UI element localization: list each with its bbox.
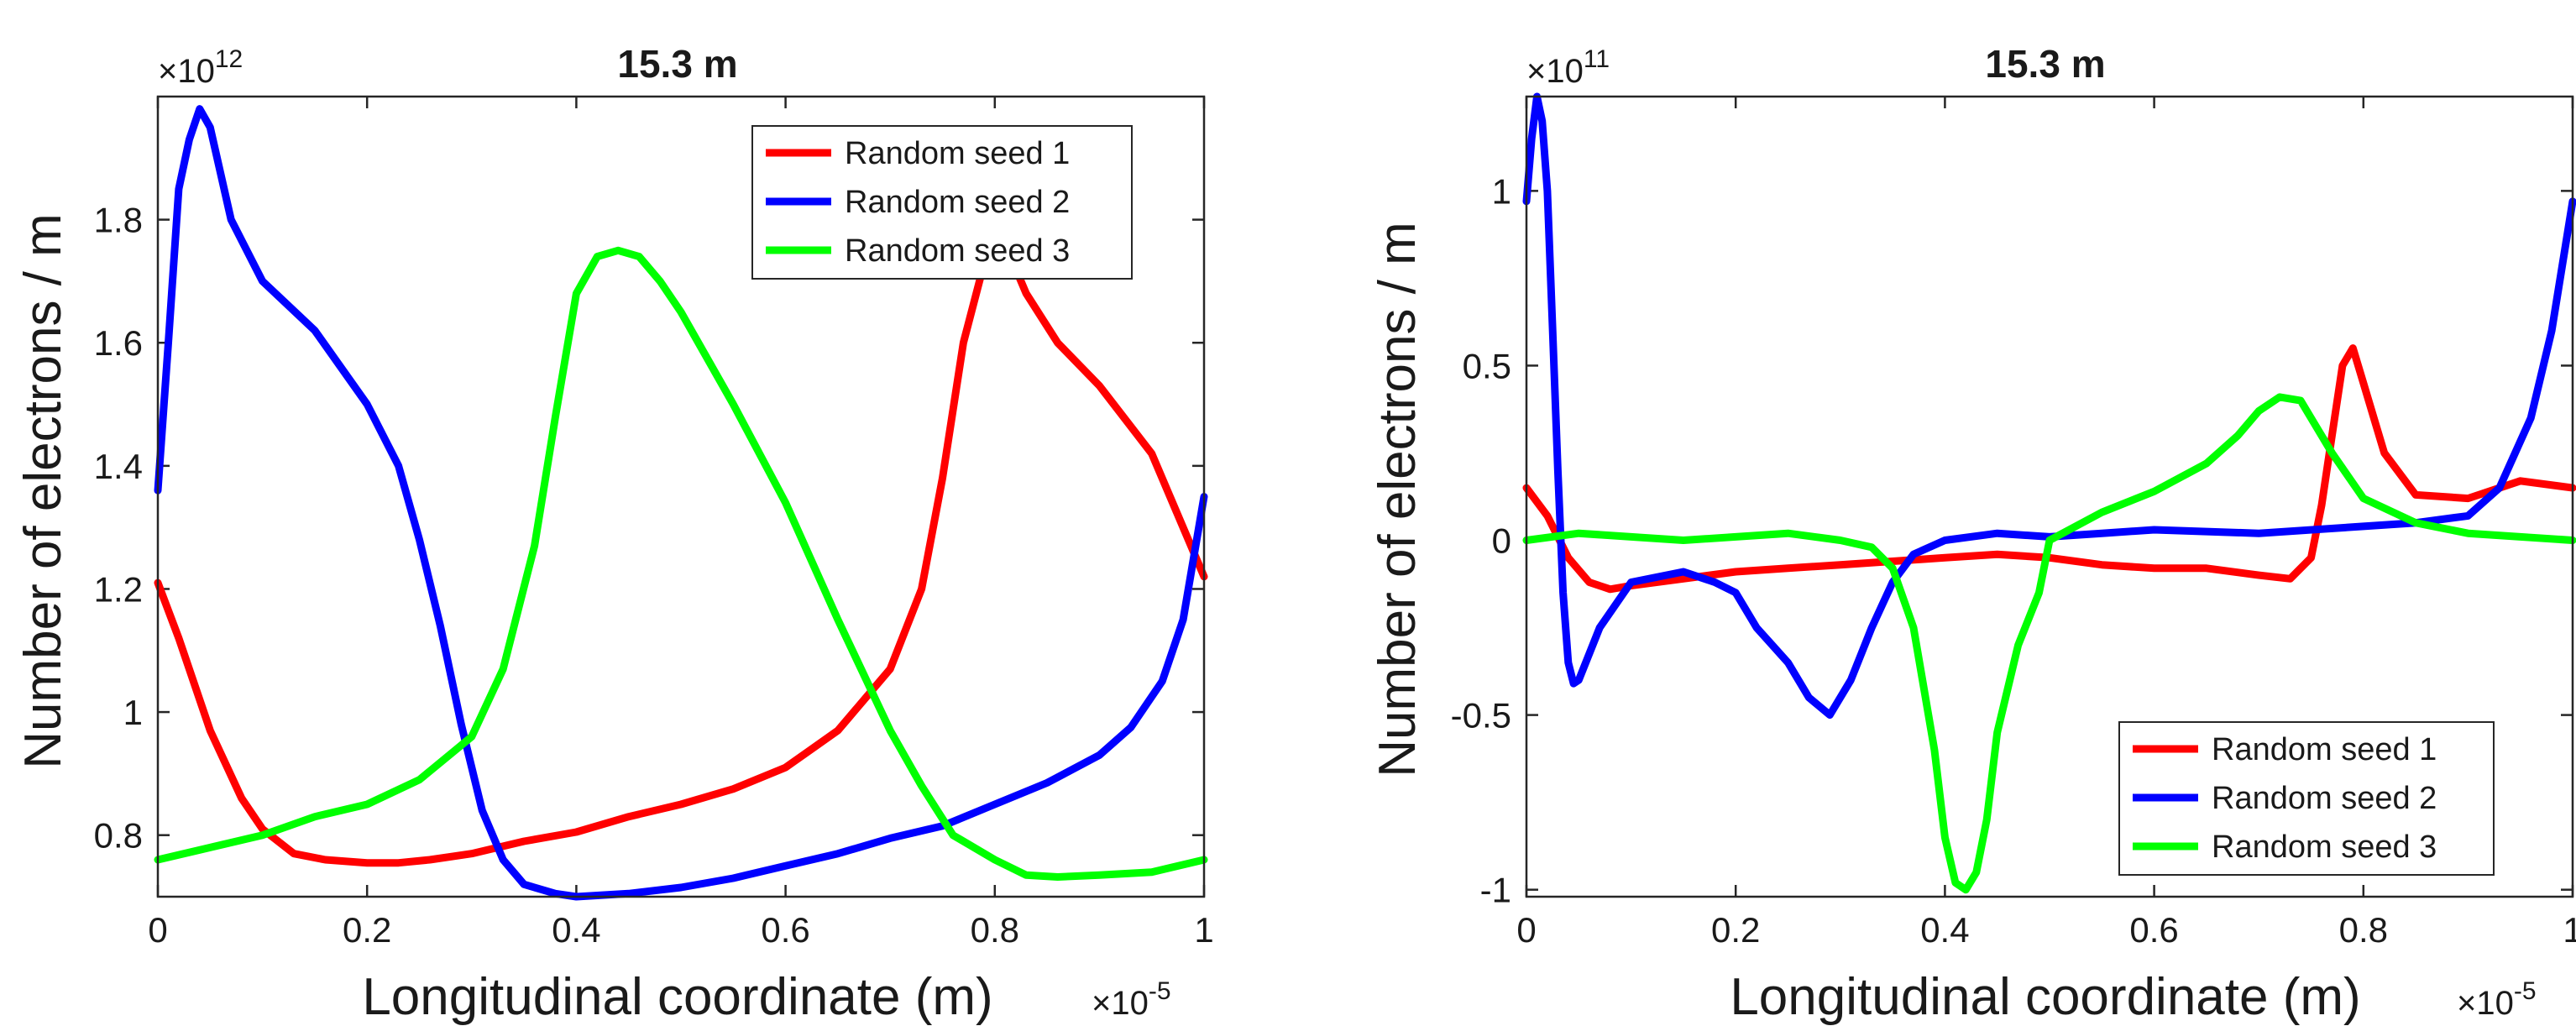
chart-title: 15.3 m [617,42,737,86]
x-exponent-base: ×10 [2457,985,2514,1022]
x-exponent-base: ×10 [1092,985,1149,1022]
y-tick-label: 0.8 [94,816,143,856]
series-line-2 [154,105,1208,901]
x-exponent-label: ×10-5 [1092,977,1171,1022]
x-tick-label: 0 [1516,910,1536,950]
series-line-3 [154,246,1208,881]
legend: Random seed 1 Random seed 2 Random seed … [2118,721,2495,876]
x-tick-group: 0 0.2 0.4 0.6 0.8 1 [1516,97,2576,950]
legend-label-series-3: Random seed 3 [2212,830,2437,865]
y-tick-label: 1.2 [94,569,143,609]
y-tick-label: -0.5 [1451,696,1511,735]
x-exponent-power: -5 [1149,977,1171,1005]
y-axis-label: Number of electrons / m [1369,222,1427,777]
x-exponent-label: ×10-5 [2457,977,2537,1022]
axes-frame [156,95,1206,898]
plot-area [1522,92,2576,894]
legend-label-series-2: Random seed 2 [2212,781,2437,816]
y-tick-label: -1 [1480,871,1511,910]
series-line-2 [1522,92,2576,720]
x-exponent-power: -5 [2514,977,2537,1005]
y-axis-label: Number of electrons / m [14,213,72,769]
y-tick-label: 0 [1492,521,1511,561]
y-exponent-base: ×10 [1526,53,1584,90]
axes-frame [1525,95,2574,898]
y-tick-label: 1 [1492,171,1511,211]
chart-right: 15.3 m ×1011 Number of electrons / m 0 0.… [1369,42,2576,1026]
series-line-3 [1522,393,2576,894]
y-exponent-power: 12 [215,45,243,73]
x-tick-label: 0.6 [761,910,809,950]
y-tick-label: 1 [123,693,143,732]
y-tick-label: 1.8 [94,201,143,240]
legend-label-series-1: Random seed 1 [845,136,1070,171]
x-tick-label: 1 [1194,910,1213,950]
legend-label-series-1: Random seed 1 [2212,732,2437,767]
x-tick-label: 0 [148,910,167,950]
x-tick-label: 1 [2563,910,2576,950]
legend: Random seed 1 Random seed 2 Random seed … [751,125,1133,280]
legend-label-series-3: Random seed 3 [845,233,1070,269]
x-tick-label: 0.8 [971,910,1019,950]
y-tick-group: -1 -0.5 0 0.5 1 [1451,171,2573,910]
x-tick-label: 0.2 [343,910,391,950]
y-exponent-base: ×10 [158,53,215,90]
series-line-1 [154,240,1208,867]
x-axis-label: Longitudinal coordinate (m) [362,968,992,1026]
x-tick-group: 0 0.2 0.4 0.6 0.8 1 [148,97,1214,950]
y-tick-label: 1.6 [94,323,143,363]
y-tick-label: 0.5 [1463,346,1511,385]
x-tick-label: 0.4 [1920,910,1969,950]
y-tick-label: 1.4 [94,447,143,486]
y-exponent-label: ×1011 [1526,45,1610,90]
x-tick-label: 0.6 [2129,910,2178,950]
chart-left: 15.3 m ×1012 Number of electrons / m 0 0.… [14,42,1214,1026]
x-tick-label: 0.8 [2339,910,2388,950]
x-tick-label: 0.2 [1711,910,1760,950]
legend-label-series-2: Random seed 2 [845,185,1070,220]
y-exponent-label: ×1012 [158,45,243,90]
y-tick-group: 0.8 1 1.2 1.4 1.6 1.8 [94,201,1204,856]
x-tick-label: 0.4 [552,910,600,950]
x-axis-label: Longitudinal coordinate (m) [1730,968,2360,1026]
y-exponent-power: 11 [1584,45,1610,73]
chart-title: 15.3 m [1985,42,2105,86]
